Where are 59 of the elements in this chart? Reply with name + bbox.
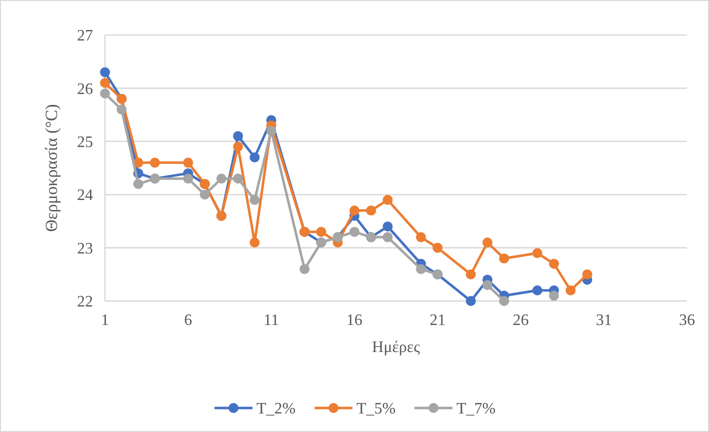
point [100, 78, 110, 88]
y-axis-title: Θερμοκρασία (°C) [42, 104, 61, 232]
point [482, 237, 492, 248]
point [532, 248, 542, 258]
legend-label: T_5% [356, 400, 396, 418]
point [233, 131, 244, 142]
x-tick-label: 31 [596, 312, 612, 329]
point [466, 269, 476, 280]
point [466, 296, 476, 306]
point [300, 264, 310, 274]
point [349, 206, 360, 216]
y-tick-label: 23 [77, 240, 93, 258]
y-tick-label: 26 [77, 80, 93, 98]
point [532, 285, 542, 296]
x-tick-label: 1 [101, 312, 109, 329]
point [100, 67, 110, 78]
point [499, 253, 510, 264]
point [233, 174, 244, 184]
x-tick-label: 11 [264, 312, 279, 329]
point [133, 178, 144, 189]
point [548, 290, 559, 301]
y-tick-label: 27 [77, 28, 93, 45]
point [266, 126, 276, 136]
point [183, 158, 194, 168]
point [150, 158, 160, 168]
point [316, 226, 326, 237]
point [349, 226, 360, 237]
legend-label: T_2% [256, 400, 296, 418]
point [432, 242, 443, 253]
point [382, 222, 393, 232]
point [116, 104, 127, 114]
x-tick-label: 26 [512, 312, 529, 329]
point [366, 206, 376, 216]
y-tick-label: 24 [77, 187, 93, 204]
y-tick-label: 25 [77, 134, 93, 151]
x-axis-title: Ημέρες [372, 339, 421, 356]
point [100, 88, 110, 99]
point [216, 174, 226, 184]
point [566, 285, 576, 296]
point [548, 258, 559, 269]
point [416, 264, 426, 274]
point [250, 194, 260, 205]
point [382, 194, 393, 205]
point [233, 142, 244, 152]
point [482, 280, 492, 290]
point [499, 296, 510, 306]
point [250, 152, 260, 162]
y-tick-label: 22 [77, 294, 93, 311]
point [582, 269, 592, 280]
point [250, 237, 260, 248]
point [183, 174, 194, 184]
x-tick-label: 36 [679, 312, 695, 329]
x-tick-label: 16 [346, 312, 362, 329]
point [382, 232, 393, 242]
point [416, 232, 426, 242]
x-tick-label: 21 [430, 312, 446, 329]
legend-label: T_7% [456, 400, 496, 418]
point [200, 190, 210, 200]
x-tick-label: 6 [184, 312, 192, 329]
